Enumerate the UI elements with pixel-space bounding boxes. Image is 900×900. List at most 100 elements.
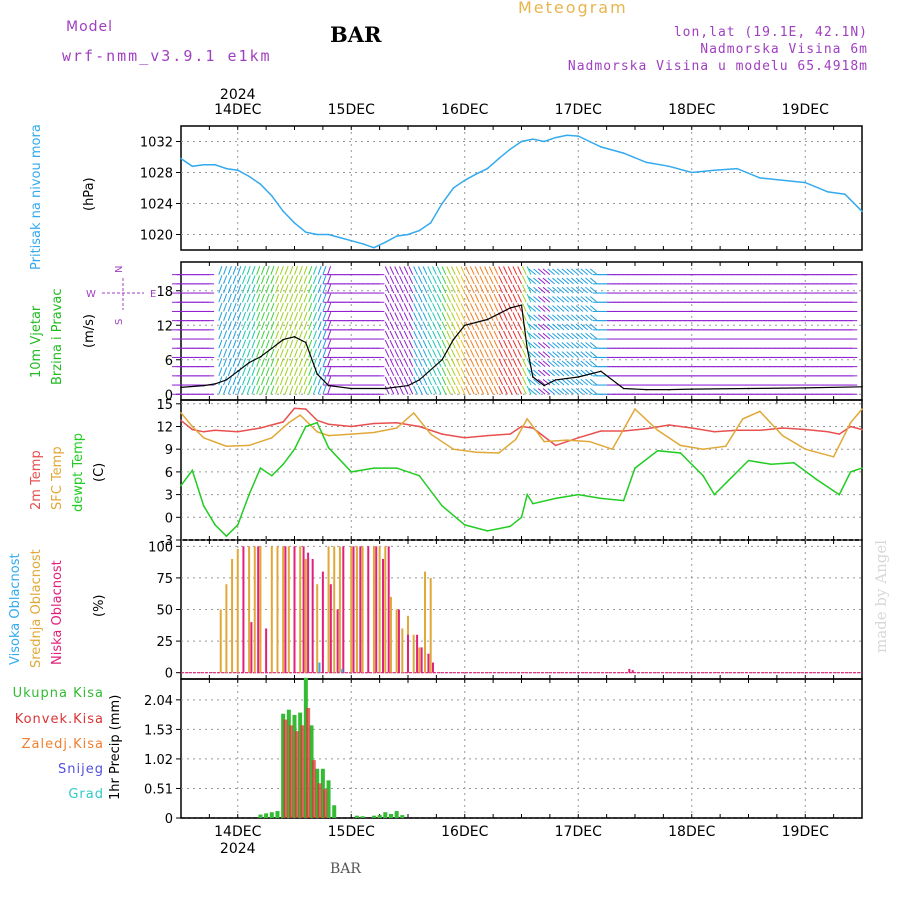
cloud-bar-srednja xyxy=(372,546,375,673)
cloud-bar-niska xyxy=(352,546,355,673)
temp2m-series-point xyxy=(600,430,602,432)
dewpt-series xyxy=(180,421,863,538)
dewpt-series-point xyxy=(526,493,528,496)
dewpt-series-point xyxy=(373,467,375,469)
dewpt-series-point xyxy=(191,469,194,472)
temp2m-series-point xyxy=(849,425,852,428)
dewpt-series-point xyxy=(713,493,716,496)
sfc-temp-series-point xyxy=(656,429,659,432)
wind-speed-point xyxy=(577,376,580,378)
sfc-temp-series-point xyxy=(191,425,194,428)
precip-bar-ukupna xyxy=(258,814,263,818)
precip-bar-konvek xyxy=(306,707,311,818)
y-tick-label: 0 xyxy=(165,511,173,526)
y-tick-label: 2.04 xyxy=(144,694,173,709)
temp2m-series-point xyxy=(781,427,784,429)
wind-speed-point xyxy=(316,373,319,375)
sfc-temp-series-point xyxy=(498,452,500,454)
pressure-series-point xyxy=(645,161,648,164)
day-tick-label-bottom: 14DEC xyxy=(214,824,261,840)
precip-bar-ukupna xyxy=(400,815,405,818)
precip-bar-konvek xyxy=(300,725,305,818)
y-tick-label: 6 xyxy=(165,354,173,369)
precip-bar-ukupna xyxy=(286,709,291,818)
temp2m-series-point xyxy=(327,423,330,426)
sfc-temp-series-point xyxy=(180,412,182,414)
pressure-series-point xyxy=(293,222,296,224)
cloud-bar-niska xyxy=(631,670,634,673)
day-tick-label-bottom: 16DEC xyxy=(441,824,488,840)
pressure-series-point xyxy=(532,138,534,140)
cloud-bar-niska xyxy=(420,647,423,673)
sfc-temp-series xyxy=(180,407,863,458)
day-tick-label-top: 14DEC xyxy=(214,102,261,118)
y-tick-label: 18 xyxy=(156,285,173,300)
y-tick-label: 0 xyxy=(165,667,173,682)
pressure-series-point xyxy=(509,148,511,151)
location-coordinates: lon,lat (19.1E, 42.1N) xyxy=(673,25,868,40)
sfc-temp-series-point xyxy=(526,418,528,420)
cloud-bar-srednja xyxy=(338,546,341,673)
y-tick-label: 9 xyxy=(165,443,173,458)
precip-bar-ukupna xyxy=(332,805,337,818)
cloud-bar-srednja xyxy=(350,546,353,673)
sfc-temp-series-point xyxy=(588,440,591,443)
temp2m-series-point xyxy=(827,430,829,433)
precip-bar-ukupna xyxy=(320,768,325,818)
cloud-bar-niska xyxy=(375,546,378,673)
dewpt-series-point xyxy=(532,502,534,505)
cloud-bar-srednja xyxy=(231,558,234,673)
wind-speed-point xyxy=(600,370,602,373)
temp2m-series-point xyxy=(713,430,716,433)
precip-bar-ukupna xyxy=(281,713,286,818)
dewpt-series-point xyxy=(509,525,511,528)
cloud-bar-niska xyxy=(311,558,314,673)
sfc-temp-series-point xyxy=(679,444,682,447)
precip-bar-ukupna xyxy=(269,812,274,818)
pressure-series xyxy=(180,134,863,249)
wind-speed-point xyxy=(180,386,182,389)
precip-bar-ukupna xyxy=(388,813,393,818)
sfc-temp-series-point xyxy=(225,445,228,447)
temp2m-series-point xyxy=(350,425,353,428)
sfc-temp-series-point xyxy=(288,421,290,424)
wind-speed-point xyxy=(543,384,545,387)
sfc-temp-series-point xyxy=(395,427,398,429)
dewpt-series-point xyxy=(725,482,727,485)
pressure-series-point xyxy=(259,183,262,185)
cloud-bar-srednja xyxy=(253,546,256,673)
temp2m-series-point xyxy=(259,427,262,429)
dewpt-series-point xyxy=(656,449,659,452)
dewpt-series-point xyxy=(236,524,239,526)
sfc-temp-series-point xyxy=(611,448,614,450)
credit-watermark: made by Angel xyxy=(872,539,890,653)
day-tick-label-top: 17DEC xyxy=(555,102,602,118)
dewpt-series-point xyxy=(180,484,182,487)
temp2m-series-point xyxy=(861,428,863,431)
day-tick-label-top: 18DEC xyxy=(668,102,715,118)
sfc-temp-series-point xyxy=(781,434,784,437)
cloud-bar-niska xyxy=(359,546,362,673)
wind-speed-point xyxy=(305,341,307,344)
cloud-bar-srednja xyxy=(225,584,228,673)
pressure-series-point xyxy=(441,202,443,205)
precip-bar-konvek xyxy=(317,783,322,818)
day-tick-label-top: 19DEC xyxy=(782,102,829,118)
wind-speed-point xyxy=(526,347,528,350)
day-tick-label-bottom: 18DEC xyxy=(668,824,715,840)
cloud-bar-niska xyxy=(397,609,400,673)
day-tick-label-top: 16DEC xyxy=(441,102,488,118)
sfc-temp-series-point xyxy=(271,437,273,439)
pressure-series-point xyxy=(305,231,307,233)
temp2m-series-point xyxy=(236,430,239,433)
pressure-series-point xyxy=(373,246,375,249)
sfc-temp-series-point xyxy=(452,448,455,450)
pressure-series-point xyxy=(236,169,239,171)
sfc-temp-series-point xyxy=(412,412,415,414)
day-tick-label-bottom: 15DEC xyxy=(328,824,375,840)
sfc-temp-series-point xyxy=(832,455,835,458)
y-tick-label: -3 xyxy=(160,534,173,549)
wind-speed-point xyxy=(293,335,296,338)
y-tick-label: 50 xyxy=(156,604,173,619)
